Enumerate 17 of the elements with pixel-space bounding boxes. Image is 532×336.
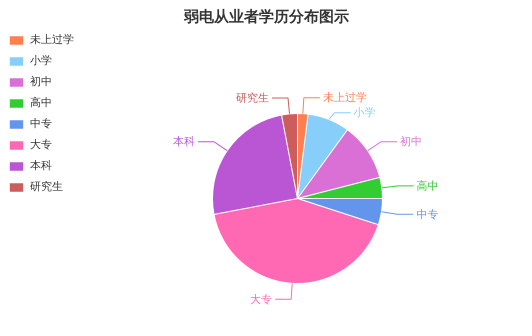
legend-label: 中专 xyxy=(30,116,52,131)
slice-label: 初中 xyxy=(400,135,422,148)
slice-label: 高中 xyxy=(416,179,439,192)
legend-label: 未上过学 xyxy=(30,32,74,47)
legend-label: 高中 xyxy=(30,95,52,110)
legend-label: 研究生 xyxy=(30,179,63,194)
legend-label: 大专 xyxy=(30,137,52,152)
legend-label: 初中 xyxy=(30,74,52,89)
legend-label: 小学 xyxy=(30,53,52,68)
legend-label: 本科 xyxy=(30,158,52,173)
slice-label: 中专 xyxy=(416,208,438,221)
chart-title: 弱电从业者学历分布图示 xyxy=(183,8,349,26)
slice-label: 未上过学 xyxy=(322,91,367,104)
slice-label: 本科 xyxy=(172,135,195,148)
slice-label: 研究生 xyxy=(236,91,269,104)
slice-label: 小学 xyxy=(354,106,376,120)
slice-label: 大专 xyxy=(250,292,272,306)
